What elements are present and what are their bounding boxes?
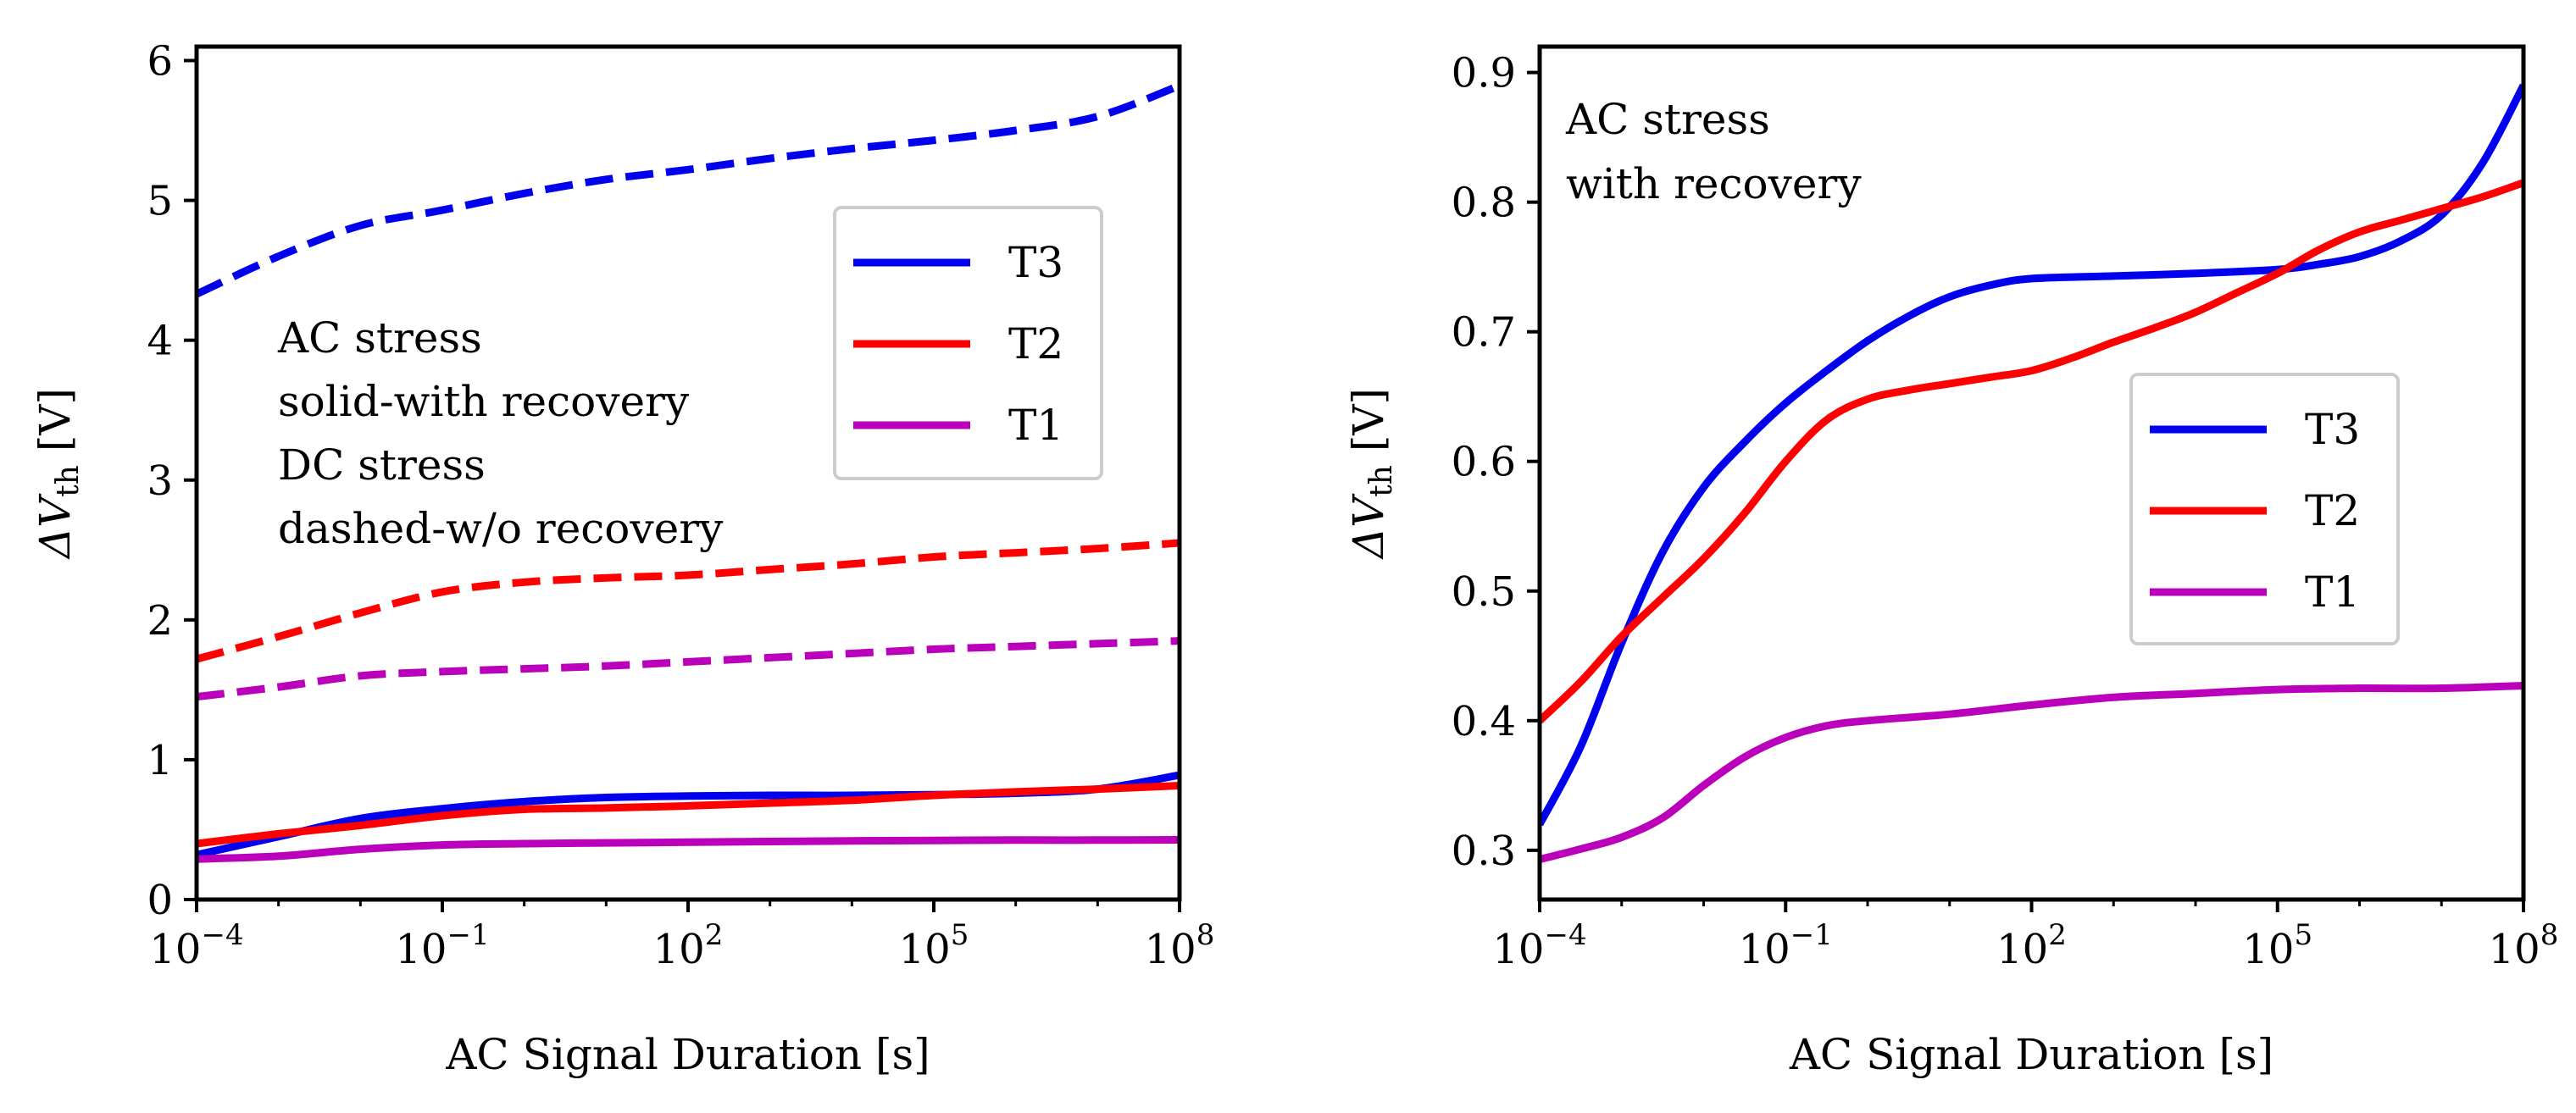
x-tick-label: 105 [2242,918,2312,973]
x-tick-label: 102 [1996,918,2067,973]
y-tick-label: 0.7 [1452,309,1516,357]
series-group [197,81,1180,863]
x-axis-label: AC Signal Duration [s] [1789,1030,2273,1079]
legend-label-t2: T2 [1008,319,1063,368]
y-tick-label: 3 [147,457,173,505]
legend-label-t1: T1 [1008,401,1063,450]
series-line-t1-solid [197,836,1180,863]
y-tick-label: 0.5 [1452,568,1516,616]
y-tick-label: 0.4 [1452,698,1516,745]
x-tick-label: 108 [2489,918,2559,973]
x-tick-label: 10−4 [1492,918,1586,973]
series-line-t2-solid [1540,179,2523,724]
x-tick-label: 102 [653,918,724,973]
y-axis-label: ΔVth [V] [31,388,86,560]
annotation-line: with recovery [1566,159,1862,208]
y-tick-label: 0.6 [1452,439,1516,486]
series-line-t2-dashed [197,539,1180,663]
series-group [1540,83,2523,863]
x-tick-label: 108 [1145,918,1215,973]
y-tick-label: 0 [147,877,173,924]
legend-label-t3: T3 [2305,405,2360,454]
series-line-t3-dashed [197,81,1180,298]
y-tick-label: 6 [147,38,173,86]
annotation-line: AC stress [277,313,482,363]
annotation-line: solid-with recovery [278,377,690,426]
y-tick-label: 1 [147,737,173,784]
x-tick-label: 10−4 [149,918,243,973]
series-line-t3-solid [1540,83,2523,827]
annotation-line: DC stress [278,440,486,490]
legend: T3 T2 T1 [2129,373,2400,645]
chart-panel-1: 10−4 10−1 102 105 108 0 1 2 3 4 5 6 AC Signal Durati… [31,38,1214,1079]
annotation-line: dashed-w/o recovery [278,504,724,553]
series-line-t2-solid [197,782,1180,848]
series-line-t1-dashed [197,637,1180,701]
y-tick-label: 2 [147,597,173,645]
chart-panel-2: 10−4 10−1 102 105 108 0.3 0.4 0.5 0.6 0.7 0.8 0.9 AC… [1344,44,2559,1079]
annotation-line: AC stress [1565,95,1770,144]
y-tick-label: 0.8 [1452,180,1516,227]
legend-label-t3: T3 [1008,238,1063,287]
x-tick-label: 10−1 [395,918,489,973]
x-tick-label: 105 [899,918,969,973]
legend-label-t1: T1 [2305,568,2360,617]
legend-label-t2: T2 [2305,486,2360,535]
series-line-t1-solid [1540,682,2523,863]
y-tick-label: 0.3 [1452,828,1516,875]
y-tick-label: 5 [147,178,173,225]
y-tick-label: 0.9 [1452,50,1516,97]
y-tick-label: 4 [147,318,173,365]
x-axis-label: AC Signal Duration [s] [445,1030,930,1079]
legend: T3 T2 T1 [833,206,1103,480]
x-tick-label: 10−1 [1739,918,1833,973]
y-axis-label: ΔVth [V] [1344,388,1399,560]
